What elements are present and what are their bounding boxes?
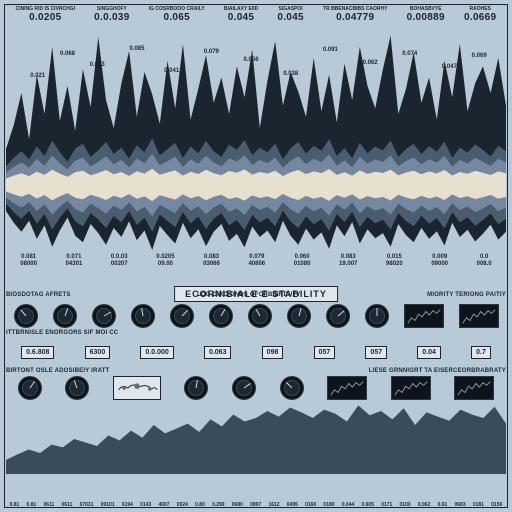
bottom-tick: 0159 [491, 503, 502, 508]
bottom-tick: 6194 [122, 503, 133, 508]
world-map-panel [113, 376, 161, 400]
mid-tick: 0.08108000 [20, 254, 37, 282]
gauge-dial [14, 304, 38, 328]
mid-tick: 0.00909000 [431, 254, 448, 282]
bottom-tick: 0143 [140, 503, 151, 508]
metric-value: 057 [314, 346, 336, 359]
metric-value: 0.04 [417, 346, 441, 359]
mini-chart-panel [459, 304, 499, 328]
gauge-dial [170, 304, 194, 328]
mid-axis-ticks: 0.08108000 0.07104301 0.0.0300207 0.020509.… [6, 254, 506, 282]
metric-value: 0.7 [471, 346, 491, 359]
bottom-tick: 1612 [268, 503, 279, 508]
header-metric: TR BBENACBIBS CAORHY0.04779 [323, 6, 387, 24]
mid-tick: 0.08303066 [203, 254, 220, 282]
gauge-row-1 [6, 302, 506, 330]
gauge-dial [287, 304, 311, 328]
bottom-tick: 0171 [381, 503, 392, 508]
gauge-row-3 [6, 374, 506, 402]
bottom-area-chart [6, 404, 506, 474]
bottom-tick: 0611 [43, 503, 54, 508]
gauge-dial [53, 304, 77, 328]
mini-chart-panel [404, 304, 444, 328]
mid-tick: 0.06001080 [294, 254, 311, 282]
bottom-tick: 0683 [455, 503, 466, 508]
header-metric: RAOHES0.0669 [464, 6, 496, 24]
mini-chart-panel [327, 376, 367, 400]
bottom-tick: 0680 [232, 503, 243, 508]
bottom-axis-ticks: 0.81 0.81 0611 0611 07031 09101 6194 0143 4007 00… [6, 478, 506, 508]
bottom-tick: 0495 [287, 503, 298, 508]
value-row-2: 0.6.808 6300 0.0.000 0.063 098 057 057 0.04 0.7 [6, 338, 506, 366]
bottom-tick: 09101 [101, 503, 115, 508]
bottom-tick: 0.81 [10, 503, 20, 508]
bottom-tick: 0024 [177, 503, 188, 508]
gauge-dial [65, 376, 89, 400]
bottom-tick: 0611 [62, 503, 73, 508]
mid-tick: 0.0008.0 [477, 254, 492, 282]
mid-tick: 0.07940806 [248, 254, 265, 282]
gauge-dial [131, 304, 155, 328]
bottom-tick: 0.044 [342, 503, 355, 508]
header-metric: BIAILAXY EIID0.045 [224, 6, 258, 24]
mid-tick: 0.08319.007 [339, 254, 357, 282]
mid-tick: 0.0.0300207 [111, 254, 128, 282]
gauge-dial [184, 376, 208, 400]
metric-value: 0.6.808 [21, 346, 54, 359]
header-metric: BOHASBVYE0.00889 [407, 6, 445, 24]
header-metric: CINING RID IS CIVRCHGI0.0205 [16, 6, 75, 24]
gauge-dial [365, 304, 389, 328]
bottom-tick: 0181 [473, 503, 484, 508]
gauge-dial [326, 304, 350, 328]
header-metric: IG COSRBOOO CRAILY0.065 [149, 6, 205, 24]
bottom-tick: 4007 [158, 503, 169, 508]
gauge-dial [280, 376, 304, 400]
bottom-tick: 0.062 [418, 503, 431, 508]
mid-tick: 0.01598020 [386, 254, 403, 282]
gauge-dial [232, 376, 256, 400]
bottom-tick: 0.81 [27, 503, 37, 508]
metric-value: 057 [365, 346, 387, 359]
gauge-dial [209, 304, 233, 328]
metric-value: 0.063 [204, 346, 232, 359]
mini-chart-panel [391, 376, 431, 400]
mid-tick: 0.020509.00 [156, 254, 174, 282]
waveform-chart [6, 120, 506, 250]
gauge-dial [18, 376, 42, 400]
mini-chart-panel [454, 376, 494, 400]
bottom-tick: 0180 [323, 503, 334, 508]
bottom-tick: 0.605 [361, 503, 374, 508]
metric-value: 0.0.000 [140, 346, 173, 359]
header-metric: SIGASPOI0.045 [277, 6, 304, 24]
header-metric: SINGGHOFY0.0.039 [94, 6, 129, 24]
bottom-tick: 0897 [250, 503, 261, 508]
bottom-tick: 0.299 [212, 503, 225, 508]
metric-value: 098 [262, 346, 284, 359]
bottom-tick: 07031 [80, 503, 94, 508]
bottom-tick: 0.80 [195, 503, 205, 508]
bottom-tick: 0100 [400, 503, 411, 508]
gauge-dial [248, 304, 272, 328]
bottom-tick: 0.61 [438, 503, 448, 508]
metric-value: 6300 [85, 346, 111, 359]
gauge-dial [92, 304, 116, 328]
bottom-tick: 0169 [305, 503, 316, 508]
mid-tick: 0.07104301 [66, 254, 83, 282]
